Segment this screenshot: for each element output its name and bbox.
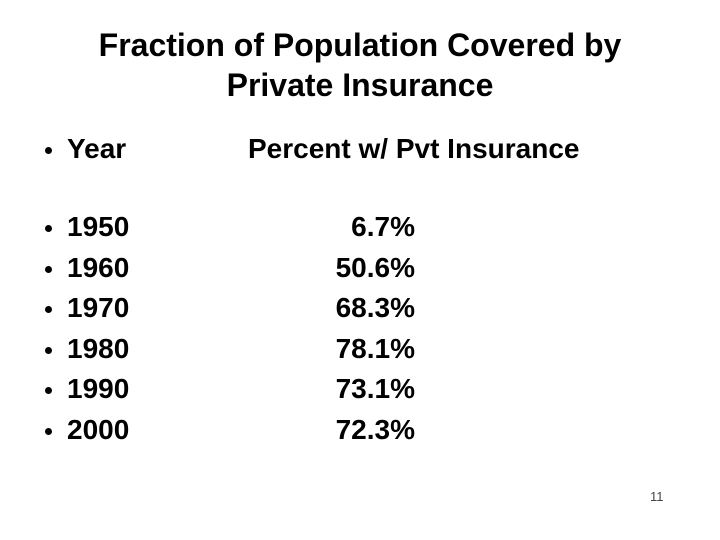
- percent-cell: 68.3%: [335, 292, 415, 323]
- year-cell: 1990: [67, 373, 130, 404]
- table-header-row: Year Percent w/ Pvt Insurance: [0, 135, 720, 163]
- bullet-icon: [45, 346, 52, 354]
- year-cell: 1950: [67, 211, 130, 242]
- table-row: 1990 73.1%: [0, 369, 720, 410]
- percent-cell: 72.3%: [335, 413, 415, 445]
- bullet-icon: [45, 387, 52, 394]
- bullet-icon: [45, 147, 52, 154]
- year-cell: 1980: [67, 332, 130, 364]
- bullet-icon: [45, 306, 52, 313]
- percent-cell: 73.1%: [335, 373, 415, 404]
- year-header-label: Year: [67, 133, 127, 164]
- table-row: 1970 68.3%: [0, 288, 720, 329]
- year-cell: 2000: [67, 413, 130, 445]
- table-row: 1950 6.7%: [0, 207, 720, 248]
- table-row: 1980 78.1%: [0, 329, 720, 370]
- page-number: 11: [650, 489, 664, 504]
- slide-title-line-1: Fraction of Population Covered by: [98, 27, 622, 63]
- table-row: 2000 72.3%: [0, 410, 720, 451]
- bullet-icon: [45, 265, 52, 273]
- percent-cell: 6.7%: [351, 211, 415, 242]
- slide-title-line-2: Private Insurance: [226, 67, 494, 103]
- percent-cell: 50.6%: [335, 251, 415, 283]
- bullet-icon: [45, 427, 52, 435]
- table-row: 1960 50.6%: [0, 248, 720, 289]
- table-body: 1950 6.7% 1960 50.6% 1970 68.3% 1980 78.…: [0, 207, 720, 450]
- percent-cell: 78.1%: [335, 332, 415, 364]
- percent-header-label: Percent w/ Pvt Insurance: [248, 133, 580, 164]
- slide-title: Fraction of Population Covered by Privat…: [0, 25, 720, 105]
- year-cell: 1970: [67, 292, 130, 323]
- year-cell: 1960: [67, 251, 130, 283]
- bullet-icon: [45, 225, 52, 232]
